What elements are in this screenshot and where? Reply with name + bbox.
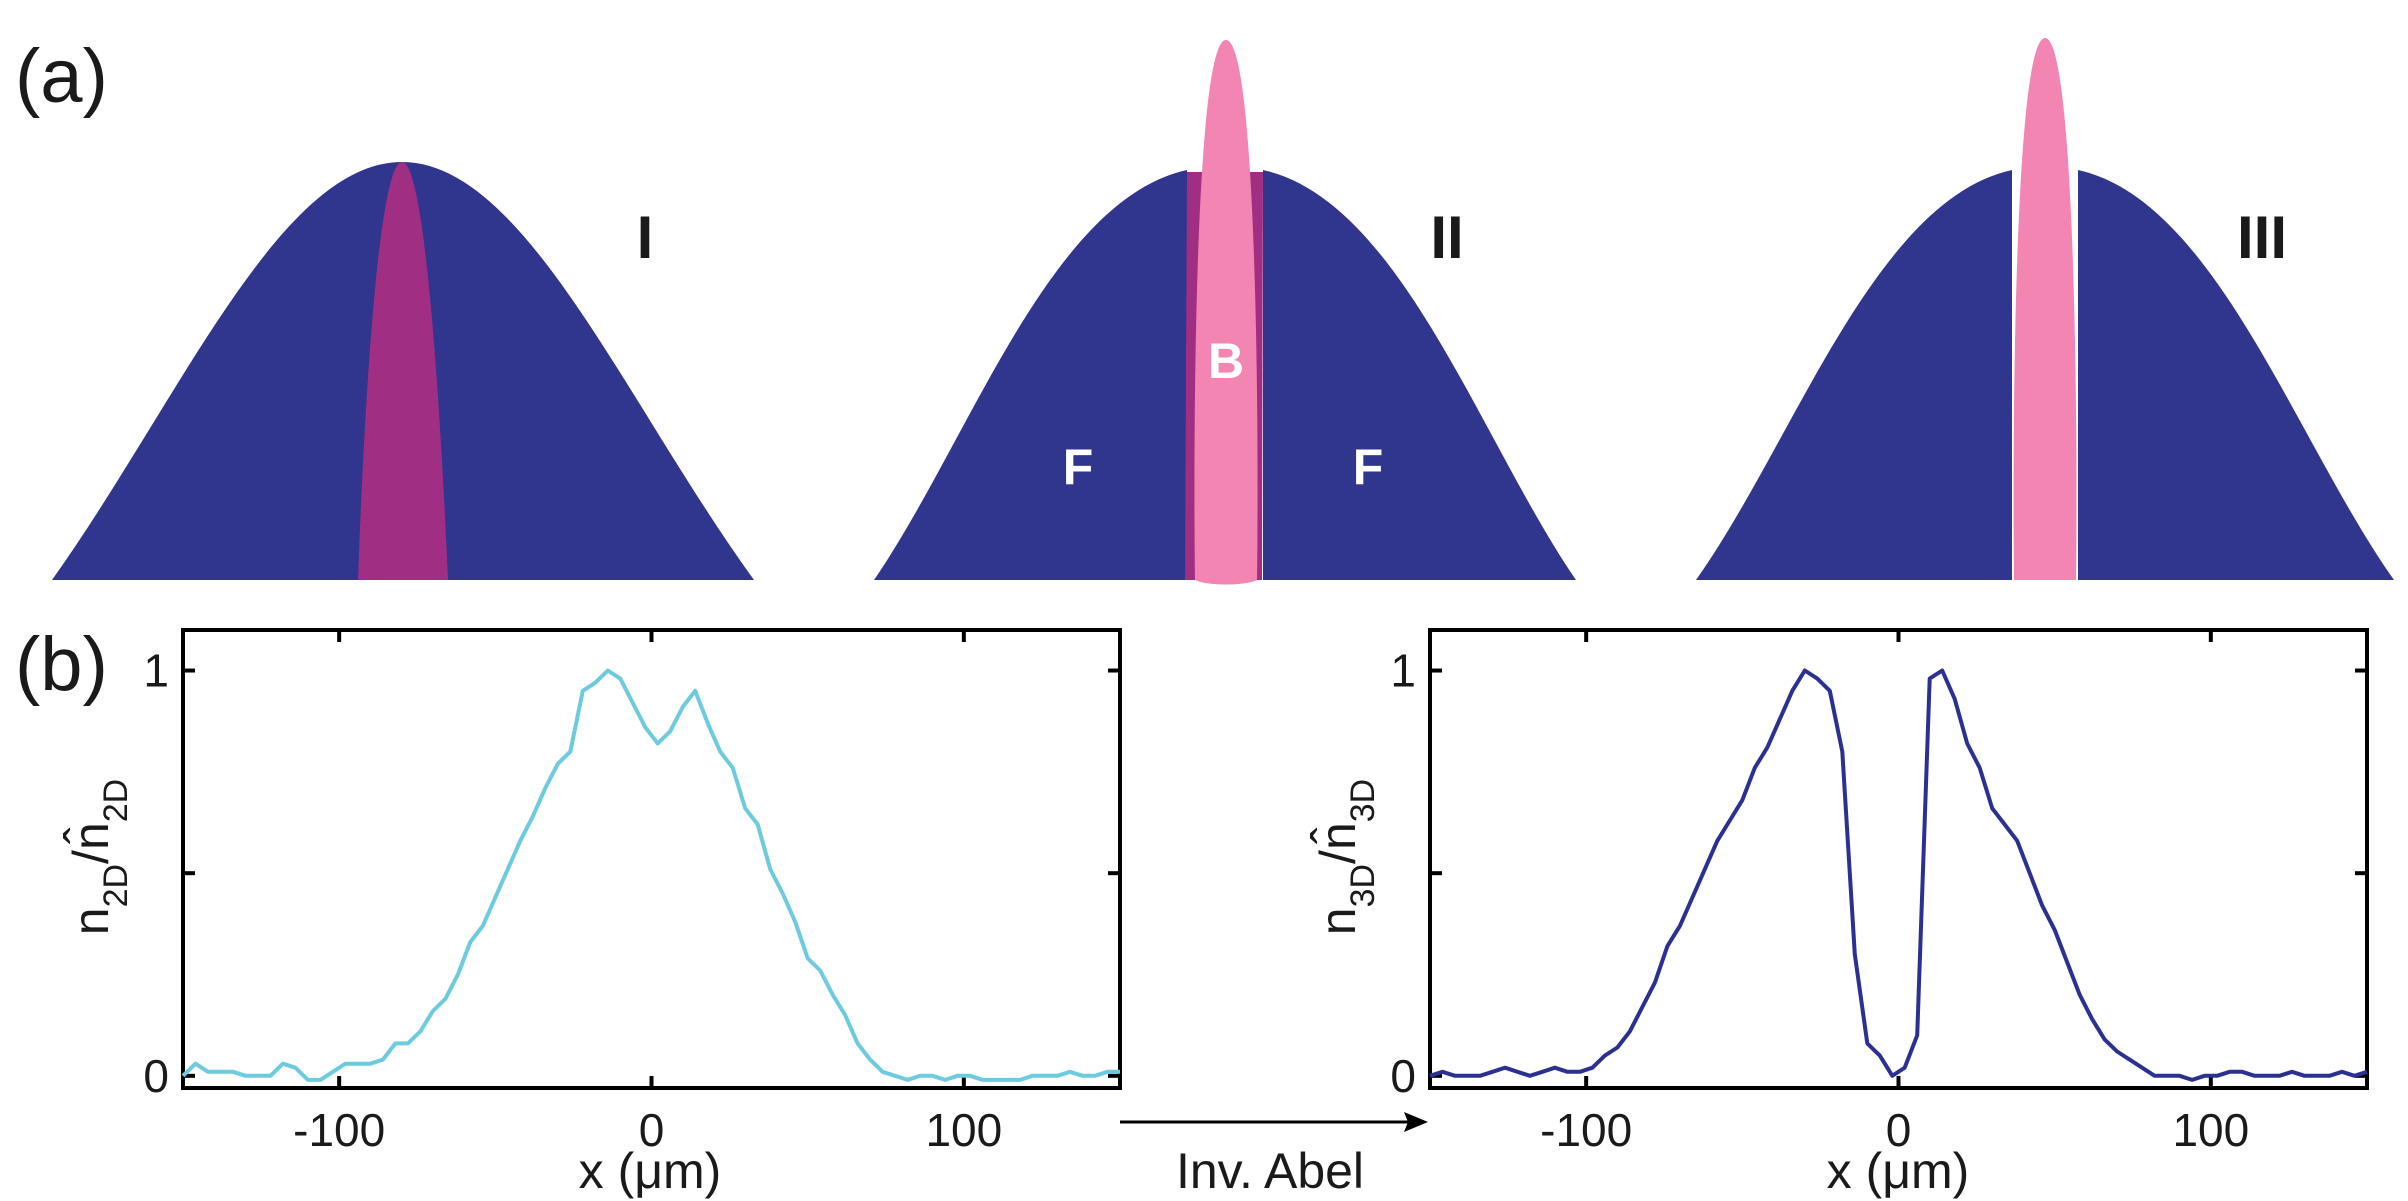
fermi-cloud-2-left xyxy=(874,170,1187,580)
fermi-cloud-3-right xyxy=(2078,170,2394,580)
plot-n2d-ytick-label: 1 xyxy=(143,645,169,697)
plot-n2d-xtick-marks xyxy=(337,630,966,1088)
plot-n3d-frame xyxy=(1428,628,2369,1090)
fermi-cloud-2-right xyxy=(1263,170,1576,580)
plot-n3d-xtick-marks xyxy=(1584,630,2213,1088)
panel-label-b: (b) xyxy=(15,622,108,707)
plot-n3d-series-line xyxy=(1429,668,2368,1082)
bose-label: B xyxy=(1208,333,1244,389)
schematic-3-label: III xyxy=(2237,204,2287,271)
plot-n2d-xtick-label: -100 xyxy=(293,1104,385,1156)
plot-n2d-series-line xyxy=(181,668,1120,1082)
fermi-label-left: F xyxy=(1063,439,1094,495)
plot-n3d-ylabel: n3D/n̂3D xyxy=(1310,779,1382,935)
plot-n2d-frame xyxy=(181,628,1122,1090)
schematic-2: B F F II xyxy=(874,40,1576,585)
plot-n3d-xtick-label: -100 xyxy=(1540,1104,1632,1156)
plot-n2d-ylabel: n2D/n̂2D xyxy=(63,779,135,935)
plot-n3d-ytick-label: 1 xyxy=(1390,645,1416,697)
schematic-1-label: I xyxy=(637,204,654,271)
schematic-1: I xyxy=(52,162,754,580)
schematic-2-label: II xyxy=(1430,204,1463,271)
arrow-label: Inv. Abel xyxy=(1176,1143,1364,1199)
plot-n2d-xtick-label: 100 xyxy=(925,1104,1002,1156)
inverse-abel-arrow: Inv. Abel xyxy=(1120,1112,1428,1199)
arrow-head xyxy=(1404,1112,1428,1132)
plot-n3d: -100 0 100 0 1 x (μm) n3D/n̂3D xyxy=(1310,628,2369,1199)
bose-cloud-3 xyxy=(2013,38,2077,580)
panel-label-a: (a) xyxy=(15,34,108,119)
schematic-3: III xyxy=(1696,38,2394,580)
plot-n2d-ytick-label: 0 xyxy=(143,1050,169,1102)
fermi-cloud-3-left xyxy=(1696,170,2012,580)
plot-n2d-xlabel: x (μm) xyxy=(579,1143,722,1199)
bose-cloud-2 xyxy=(1194,40,1258,585)
fermi-label-right: F xyxy=(1353,439,1384,495)
plot-n3d-ytick-label: 0 xyxy=(1390,1050,1416,1102)
plot-n2d: -100 0 100 0 1 x (μm) n2D/n̂2D xyxy=(63,628,1122,1199)
plot-n2d-ytick-marks xyxy=(183,668,1120,1078)
overlap-core-1 xyxy=(358,162,448,580)
plot-n3d-ytick-marks xyxy=(1430,668,2367,1078)
plot-n3d-xtick-label: 0 xyxy=(1886,1104,1912,1156)
plot-n3d-xtick-label: 100 xyxy=(2172,1104,2249,1156)
plot-n3d-xlabel: x (μm) xyxy=(1827,1143,1970,1199)
plot-n2d-xtick-label: 0 xyxy=(639,1104,665,1156)
